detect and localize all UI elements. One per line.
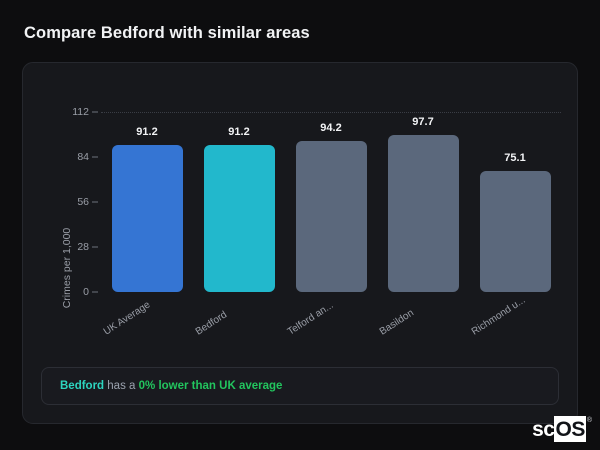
y-axis-tick-label: 0 [83, 286, 89, 298]
x-axis-category-label: Basildon [377, 307, 416, 338]
y-axis-tick-label: 112 [72, 106, 89, 118]
footnote-box: Bedford has a 0% lower than UK average [41, 367, 559, 405]
y-axis-tick-mark [92, 201, 98, 203]
y-axis-tick-mark [92, 156, 98, 158]
y-axis-tick-mark [92, 291, 98, 293]
bar-value-label: 94.2 [320, 121, 342, 134]
chart-bar[interactable]: 94.2 Telford an... [286, 122, 367, 338]
footnote-middle-text: has a [104, 380, 139, 392]
chart-plot-area: 0 28 56 84 112 91.2 UK Average 91.2 Bedford 94.2 T… [72, 106, 561, 338]
x-axis-category-label: Bedford [193, 309, 230, 338]
chart-bar[interactable]: 91.2 UK Average [102, 126, 183, 338]
footnote-area-name: Bedford [60, 380, 105, 392]
comparison-chart-card: Crimes per 1,000 0 28 56 84 112 91.2 UK Averag… [22, 62, 578, 424]
chart-bar[interactable]: 97.7 Basildon [378, 116, 459, 338]
bar-value-label: 91.2 [136, 126, 158, 139]
chart-bar[interactable]: 75.1 Richmond u... [470, 152, 551, 338]
y-axis-title: Crimes per 1,000 [61, 227, 73, 309]
x-axis-category-label: UK Average [101, 299, 153, 338]
logo-text-sc: sc [532, 418, 555, 441]
footnote-text: Bedford has a 0% lower than UK average [60, 380, 282, 392]
chart-bar[interactable]: 91.2 Bedford [194, 126, 275, 338]
y-axis-tick-label: 28 [77, 241, 89, 253]
footnote-comparison-text: 0% lower than UK average [138, 380, 283, 392]
gridline [101, 112, 561, 113]
x-axis-category-label: Richmond u... [469, 294, 528, 338]
y-axis-tick-label: 84 [77, 151, 89, 163]
scos-logo: sc OS ® [532, 416, 592, 442]
y-axis-tick-mark [92, 111, 98, 113]
bar-value-label: 97.7 [412, 115, 434, 128]
logo-text-os: OS [554, 416, 586, 442]
y-axis-tick-mark [92, 246, 98, 248]
bar-value-label: 91.2 [228, 126, 250, 139]
bar-value-label: 75.1 [504, 152, 526, 165]
registered-mark-icon: ® [586, 417, 592, 424]
x-axis-category-label: Telford an... [285, 299, 336, 338]
page-title: Compare Bedford with similar areas [24, 24, 310, 42]
y-axis-tick-label: 56 [77, 196, 89, 208]
